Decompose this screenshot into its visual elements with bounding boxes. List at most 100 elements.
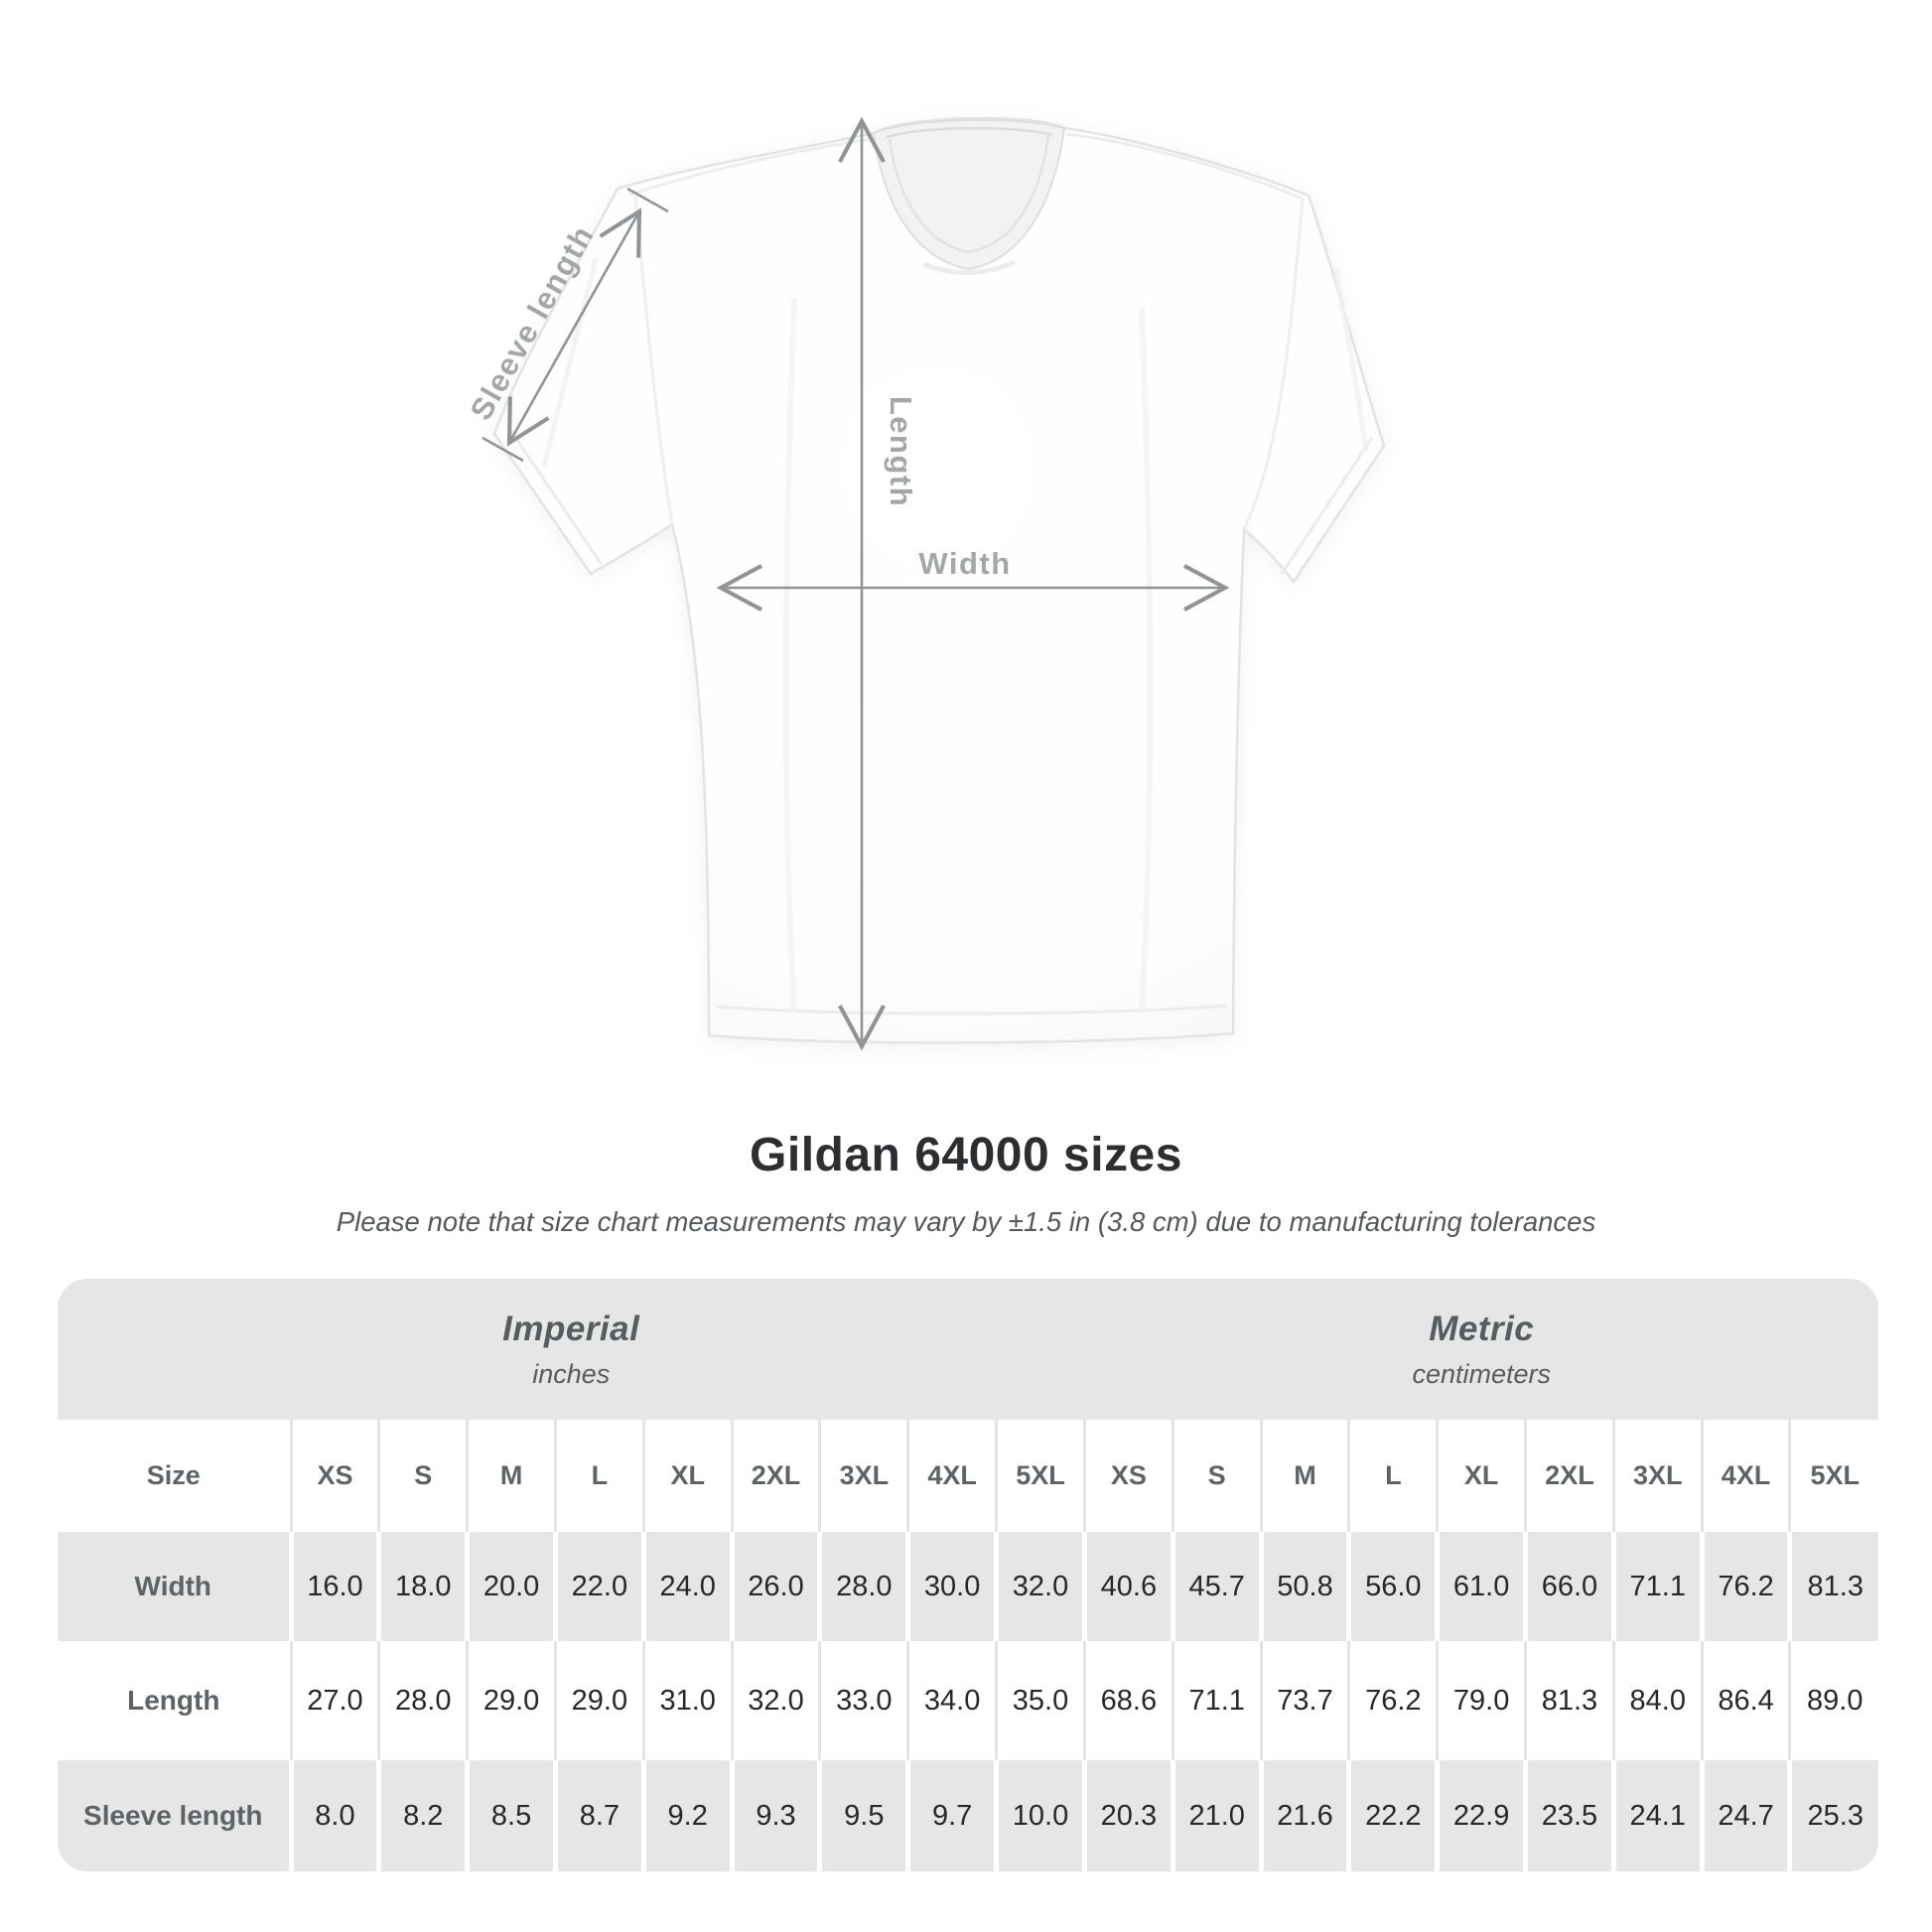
size-header-imperial: XL [641,1420,733,1532]
length-imperial-value: 33.0 [818,1641,908,1760]
sleeve-imperial-value: 9.7 [905,1760,997,1871]
width-metric-value: 81.3 [1787,1532,1878,1641]
sleeve-metric-value: 25.3 [1787,1760,1878,1871]
width-metric-value: 71.1 [1610,1532,1703,1641]
length-metric-value: 68.6 [1082,1641,1173,1760]
length-imperial-value: 27.0 [289,1641,379,1760]
size-header-imperial: L [553,1420,644,1532]
row-label-length: Length [58,1641,292,1760]
sleeve-imperial-value: 8.7 [552,1760,644,1871]
metric-header: Metric centimeters [1084,1279,1878,1420]
collar-inner-rib [888,133,1050,254]
length-imperial-value: 32.0 [730,1641,820,1760]
size-header-row: Size XS S M L XL 2XL 3XL 4XL 5XL XS S M … [58,1420,1878,1532]
width-metric-value: 56.0 [1346,1532,1438,1641]
width-imperial-value: 30.0 [905,1532,997,1641]
length-label: Length [884,396,918,507]
sleeve-metric-value: 21.0 [1170,1760,1262,1871]
length-imperial-value: 31.0 [641,1641,733,1760]
width-imperial-value: 26.0 [729,1532,820,1641]
row-label-sleeve-length: Sleeve length [58,1760,292,1871]
sleeve-imperial-value: 8.0 [288,1760,379,1871]
sleeve-imperial-value: 8.2 [376,1760,468,1871]
sleeve-imperial-value: 9.5 [817,1760,908,1871]
width-metric-value: 66.0 [1523,1532,1614,1641]
size-header-imperial: 5XL [995,1420,1085,1532]
size-header-metric: 2XL [1524,1420,1614,1532]
cuff-stitch-right [1280,437,1374,575]
row-label-width: Width [58,1532,292,1641]
metric-title: Metric [1429,1309,1535,1348]
length-imperial-value: 35.0 [995,1641,1085,1760]
size-header-metric: M [1259,1420,1349,1532]
sleeve-length-arrow [506,207,642,447]
size-header-metric: 4XL [1700,1420,1790,1532]
metric-unit: centimeters [1412,1358,1552,1389]
sleeve-metric-value: 24.1 [1610,1760,1703,1871]
sleeve-metric-value: 23.5 [1523,1760,1614,1871]
length-metric-value: 73.7 [1259,1641,1349,1760]
size-table-container: Imperial inches Metric centimeters Size … [58,1279,1878,1871]
table-row-sleeve-length: Sleeve length 8.0 8.2 8.5 8.7 9.2 9.3 9.… [58,1760,1878,1871]
length-imperial-value: 29.0 [466,1641,556,1760]
crease-sleeve-right [1332,267,1369,453]
page-subtitle: Please note that size chart measurements… [336,1206,1596,1237]
size-header-metric: S [1171,1420,1262,1532]
size-header-imperial: 3XL [818,1420,908,1532]
sleeve-metric-value: 21.6 [1258,1760,1349,1871]
length-metric-value: 84.0 [1611,1641,1703,1760]
crease-left [782,297,797,1014]
size-header-metric: 3XL [1611,1420,1703,1532]
collar-opening [872,118,1066,271]
size-header-metric: 5XL [1788,1420,1878,1532]
unit-header-row: Imperial inches Metric centimeters [58,1279,1878,1420]
width-imperial-value: 24.0 [640,1532,733,1641]
width-metric-value: 61.0 [1435,1532,1526,1641]
size-column-header: Size [58,1420,292,1532]
hem-stitch [716,1004,1228,1016]
collar-shadow [922,259,1016,275]
cuff-stitch-left [506,426,604,566]
size-table: Imperial inches Metric centimeters Size … [58,1279,1878,1871]
width-imperial-value: 16.0 [288,1532,379,1641]
width-metric-value: 45.7 [1170,1532,1262,1641]
width-imperial-value: 18.0 [376,1532,468,1641]
page-title: Gildan 64000 sizes [750,1129,1182,1181]
width-imperial-value: 32.0 [994,1532,1085,1641]
sleeve-metric-value: 22.2 [1346,1760,1438,1871]
length-imperial-value: 28.0 [377,1641,468,1760]
size-header-metric: XL [1436,1420,1526,1532]
size-header-imperial: 2XL [730,1420,820,1532]
imperial-title: Imperial [502,1309,640,1348]
crease-right [1139,307,1154,1014]
width-imperial-value: 22.0 [552,1532,644,1641]
collar-back-edge [886,126,1053,139]
imperial-header: Imperial inches [58,1279,1085,1420]
width-metric-value: 40.6 [1081,1532,1173,1641]
shoulder-seam-right [1065,132,1304,201]
width-imperial-value: 20.0 [465,1532,556,1641]
sleeve-metric-value: 20.3 [1081,1760,1173,1871]
size-header-metric: XS [1082,1420,1173,1532]
imperial-unit: inches [532,1358,611,1389]
size-header-imperial: XS [289,1420,379,1532]
length-imperial-value: 34.0 [906,1641,997,1760]
sleeve-metric-value: 24.7 [1699,1760,1790,1871]
tshirt-diagram: Sleeve length Length Width [464,116,1386,1051]
width-metric-value: 50.8 [1258,1532,1349,1641]
sleeve-metric-value: 22.9 [1435,1760,1526,1871]
width-imperial-value: 28.0 [817,1532,908,1641]
size-header-metric: L [1347,1420,1438,1532]
sleeve-arrow-tick-top [626,187,669,213]
width-metric-value: 76.2 [1699,1532,1790,1641]
width-label: Width [918,546,1011,581]
sleeve-imperial-value: 8.5 [465,1760,556,1871]
length-metric-value: 89.0 [1788,1641,1878,1760]
length-metric-value: 81.3 [1524,1641,1614,1760]
sleeve-arrow-tick-bottom [482,436,524,463]
title-block: Gildan 64000 sizes Please note that size… [0,1128,1932,1238]
size-header-imperial: 4XL [906,1420,997,1532]
sleeve-imperial-value: 10.0 [994,1760,1085,1871]
size-header-imperial: S [377,1420,468,1532]
length-metric-value: 71.1 [1171,1641,1262,1760]
